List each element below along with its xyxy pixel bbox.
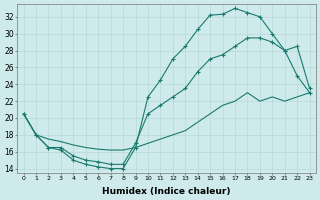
X-axis label: Humidex (Indice chaleur): Humidex (Indice chaleur) <box>102 187 231 196</box>
